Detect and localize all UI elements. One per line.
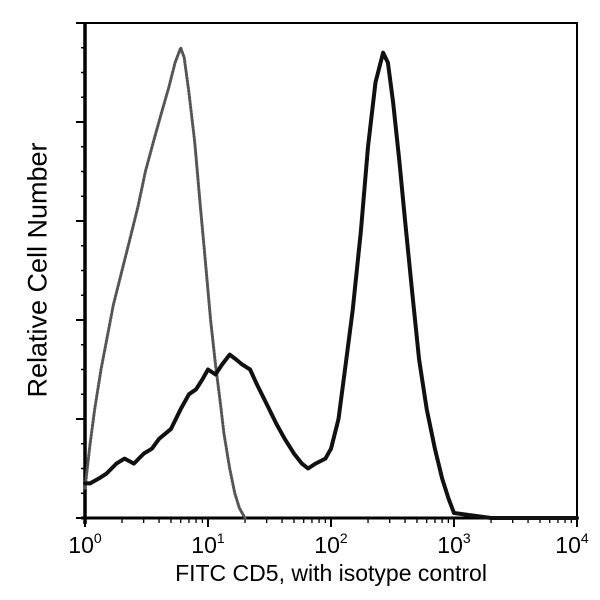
x-tick-label-1e1: 101	[191, 530, 225, 558]
x-tick-label-1e4: 104	[555, 530, 589, 558]
histogram-curves	[83, 46, 579, 520]
y-axis-label: Relative Cell Number	[22, 142, 53, 398]
isotype-control-curve	[83, 46, 247, 520]
x-tick-label-1e0: 100	[68, 530, 102, 558]
cd5-curve	[83, 50, 579, 520]
x-tick-label-1e3: 103	[437, 530, 471, 558]
x-tick-label-1e2: 102	[314, 530, 348, 558]
x-axis-label: FITC CD5, with isotype control	[175, 560, 487, 586]
